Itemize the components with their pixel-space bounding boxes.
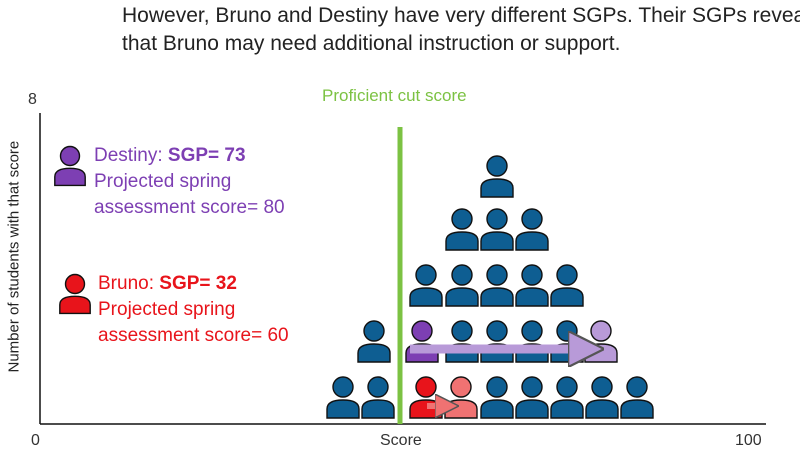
bruno-projected-line: Projected spring [98,299,236,320]
student-icon [550,376,584,419]
destiny-projected-score: assessment score= 80 [94,197,285,218]
student-icon [445,264,479,307]
student-icon [480,264,514,307]
proficient-cut-score-label: Proficient cut score [322,86,467,105]
student-icon [409,264,443,307]
destiny-legend: Destiny: SGP= 73 Projected spring assess… [94,143,285,221]
destiny-sgp: SGP= 73 [167,145,246,166]
student-icon [326,376,360,419]
bruno-current-icon [409,376,443,419]
student-icons [326,155,654,419]
student-icon [357,320,391,363]
student-icon [515,208,549,251]
student-icon [445,320,479,363]
bruno-projected-score: assessment score= 60 [98,325,289,346]
student-icon [585,376,619,419]
student-icon [361,376,395,419]
intro-line-1: However, Bruno and Destiny have very dif… [122,4,800,27]
student-icon [550,264,584,307]
bruno-name: Bruno: [98,273,160,294]
destiny-legend-icon [54,145,86,187]
student-icon [480,155,514,198]
bruno-projected-icon [444,376,478,419]
student-icon [515,320,549,363]
destiny-name: Destiny: [94,145,168,166]
student-icon [480,376,514,419]
bruno-sgp: SGP= 32 [159,273,237,294]
student-icon [480,208,514,251]
destiny-current-icon [405,320,439,363]
intro-text: However, Bruno and Destiny have very dif… [122,2,800,58]
y-axis-max-tick: 8 [28,91,37,108]
student-icon [620,376,654,419]
student-icon [550,320,584,363]
student-icon [445,208,479,251]
x-axis-min-tick: 0 [31,432,40,449]
intro-line-2: that Bruno may need additional instructi… [122,32,621,55]
destiny-projected-icon [584,320,618,363]
student-icon [515,376,549,419]
bruno-legend: Bruno: SGP= 32 Projected spring assessme… [98,271,289,349]
destiny-projected-line: Projected spring [94,171,232,192]
student-icon [515,264,549,307]
bruno-legend-icon [59,273,91,315]
x-axis-label: Score [380,432,422,449]
student-icon [480,320,514,363]
x-axis-max-tick: 100 [735,432,762,449]
